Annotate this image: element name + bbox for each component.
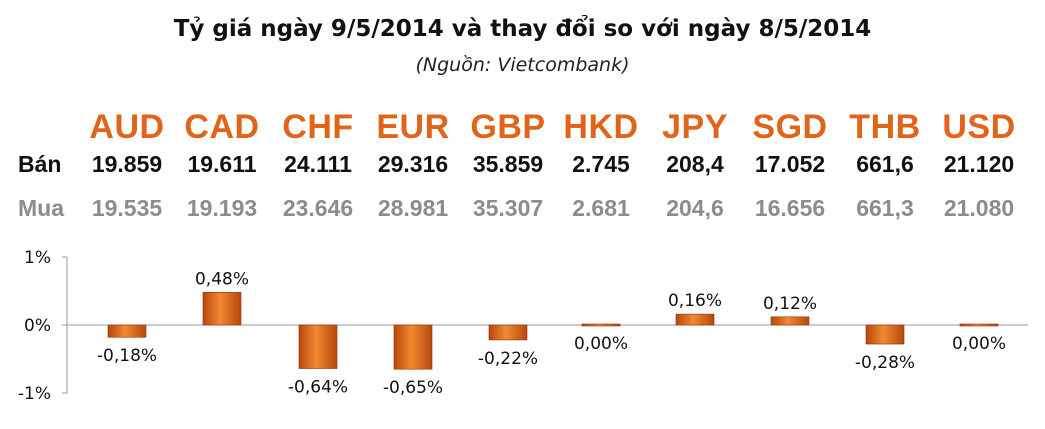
bar-hkd — [581, 323, 621, 327]
bar-eur — [393, 324, 433, 370]
currency-code-row: AUD CAD CHF EUR GBP HKD JPY SGD THB USD — [0, 108, 1045, 146]
data-label: 0,16% — [668, 291, 722, 311]
currency-code: HKD — [563, 108, 639, 146]
buy-rate-value: 28.981 — [377, 195, 449, 221]
data-label: -0,22% — [478, 349, 538, 369]
bar-usd — [959, 323, 999, 327]
buy-rate-value: 661,3 — [856, 195, 914, 221]
sell-rate-value: 24.111 — [284, 151, 352, 177]
bar-chf — [298, 324, 338, 369]
sell-rate-value: 17.052 — [754, 151, 826, 177]
bar-sgd — [770, 316, 810, 326]
currency-code: SGD — [752, 108, 828, 146]
currency-code: GBP — [470, 108, 546, 146]
change-bar-chart: 1% 0% -1% -0,18% 0,48% -0,64% -0,65% -0,22% 0,00… — [18, 248, 1028, 404]
data-label: 0,00% — [952, 334, 1006, 354]
sell-rate-value: 19.611 — [187, 151, 257, 177]
sell-rate-value: 661,6 — [856, 151, 914, 177]
y-tick-label: -1% — [18, 384, 51, 404]
currency-code: CAD — [184, 108, 260, 146]
buy-rate-value: 21.080 — [943, 195, 1015, 221]
data-label: -0,28% — [855, 353, 915, 373]
sell-rate-value: 29.316 — [377, 151, 449, 177]
data-label: -0,64% — [288, 378, 348, 398]
buy-rate-value: 35.307 — [472, 195, 544, 221]
currency-code: USD — [942, 108, 1016, 146]
sell-rate-value: 35.859 — [472, 151, 544, 177]
buy-rate-value: 19.193 — [186, 195, 258, 221]
data-label: 0,00% — [574, 334, 628, 354]
data-label: -0,65% — [383, 378, 443, 398]
sell-rate-value: 208,4 — [666, 151, 724, 177]
y-tick-label: 0% — [24, 316, 51, 336]
currency-code: AUD — [89, 108, 165, 146]
sell-rate-row: Bán 19.859 19.611 24.111 29.316 35.859 2.745 2… — [0, 151, 1045, 185]
bar-thb — [865, 324, 905, 345]
buy-rate-value: 204,6 — [666, 195, 724, 221]
buy-rate-value: 16.656 — [754, 195, 826, 221]
buy-rate-value: 23.646 — [282, 195, 354, 221]
sell-rate-value: 19.859 — [91, 151, 163, 177]
bar-cad — [202, 292, 242, 326]
buy-rate-value: 19.535 — [91, 195, 163, 221]
buy-rate-row: Mua 19.535 19.193 23.646 28.981 35.307 2.681 2… — [0, 195, 1045, 229]
data-label: 0,48% — [195, 269, 249, 289]
bar-gbp — [488, 324, 528, 341]
chart-subtitle: (Nguồn: Vietcombank) — [415, 54, 630, 76]
currency-code: CHF — [282, 108, 354, 146]
currency-code: EUR — [376, 108, 450, 146]
buy-rate-value: 2.681 — [572, 195, 630, 221]
currency-code: THB — [849, 108, 921, 146]
bar-aud — [107, 324, 147, 338]
bar-jpy — [675, 313, 715, 326]
currency-code: JPY — [662, 108, 728, 146]
sell-rate-value: 21.120 — [943, 151, 1015, 177]
data-label: -0,18% — [97, 346, 157, 366]
sell-row-label: Bán — [18, 151, 62, 177]
data-label: 0,12% — [763, 294, 817, 314]
chart-title: Tỷ giá ngày 9/5/2014 và thay đổi so với … — [173, 16, 872, 42]
buy-row-label: Mua — [18, 195, 64, 221]
sell-rate-value: 2.745 — [572, 151, 630, 177]
y-tick-label: 1% — [24, 248, 51, 268]
